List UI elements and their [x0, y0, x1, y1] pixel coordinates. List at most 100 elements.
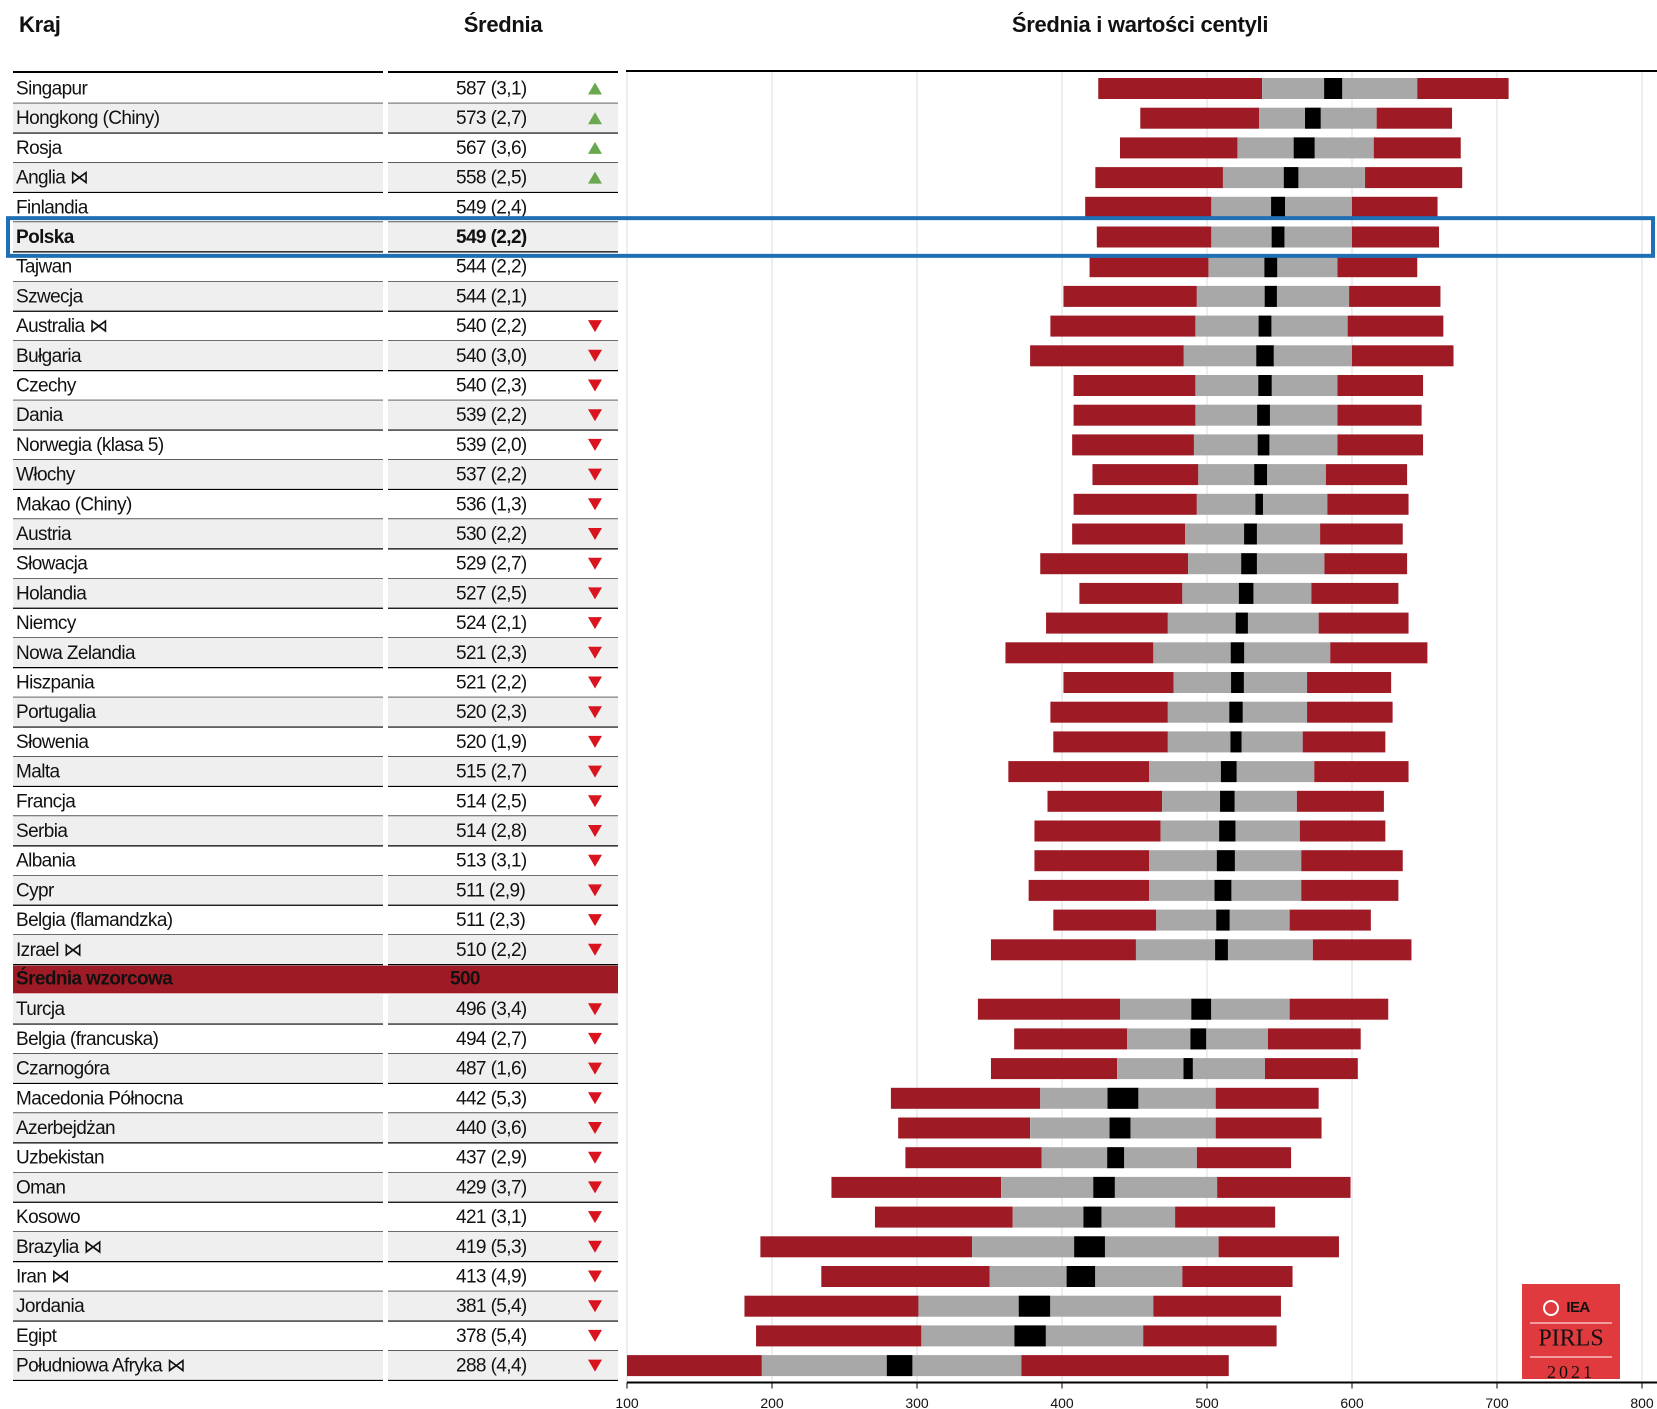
trend-down	[588, 1003, 602, 1016]
mean-label: 496 (3,4)	[456, 999, 527, 1020]
row-bg	[388, 400, 618, 431]
trend-down	[588, 914, 602, 927]
trend-up	[588, 141, 602, 154]
mean-ci	[1107, 1147, 1125, 1169]
tail-high	[1337, 434, 1424, 456]
country-name: Malta	[16, 762, 60, 783]
country-name: Uzbekistan	[16, 1148, 104, 1169]
mean-label: 437 (2,9)	[456, 1148, 527, 1169]
tail-low	[1050, 315, 1196, 337]
mean-ci	[1216, 850, 1235, 872]
row-bg	[13, 162, 383, 193]
row-bg	[388, 1231, 618, 1262]
mean-label: 573 (2,7)	[456, 108, 527, 129]
row-bg	[388, 1291, 618, 1322]
tail-high	[1320, 523, 1403, 545]
trend-down	[588, 884, 602, 897]
tail-high	[1196, 1147, 1292, 1169]
tail-low	[1098, 78, 1263, 99]
trend-down	[588, 943, 602, 956]
mean-ci	[1220, 790, 1235, 812]
tail-high	[1153, 1295, 1281, 1317]
country-name: Rosja	[16, 138, 63, 159]
mean-label: 521 (2,2)	[456, 673, 527, 694]
tail-high	[1143, 1325, 1277, 1347]
trend-down	[588, 1032, 602, 1045]
trend-down	[588, 379, 602, 392]
tail-low	[1040, 553, 1189, 575]
tail-high	[1307, 672, 1392, 693]
country-name: Izrael ⋈	[16, 940, 82, 961]
trend-down	[588, 320, 602, 333]
mean-ci	[1271, 196, 1286, 218]
row-bg	[388, 459, 618, 490]
mean-ci	[1183, 1058, 1193, 1080]
tail-high	[1349, 285, 1441, 307]
mean-label: 440 (3,6)	[456, 1118, 527, 1139]
mean-label: 587 (3,1)	[456, 79, 527, 100]
row-bg	[13, 578, 383, 609]
row-bg	[388, 697, 618, 728]
country-name: Turcja	[16, 999, 66, 1020]
country-name: Hiszpania	[16, 673, 95, 694]
trend-down	[588, 735, 602, 748]
row-bg	[13, 1350, 383, 1381]
country-name: Słowenia	[16, 732, 89, 753]
mean-label: 567 (3,6)	[456, 138, 527, 159]
country-name: Singapur	[16, 79, 89, 100]
mean-ci	[1257, 434, 1270, 456]
country-name: Azerbejdżan	[16, 1118, 115, 1139]
row-bg	[388, 578, 618, 609]
mean-label: 524 (2,1)	[456, 613, 527, 634]
x-tick-label: 200	[760, 1395, 784, 1409]
mean-label: 529 (2,7)	[456, 554, 527, 575]
tail-low	[1014, 1028, 1128, 1050]
tail-high	[1217, 1176, 1351, 1198]
country-name: Francja	[16, 791, 76, 812]
tail-low	[627, 1355, 762, 1377]
trend-down	[588, 1092, 602, 1105]
mean-label: 500	[450, 969, 480, 990]
mean-label: 514 (2,8)	[456, 821, 527, 842]
country-name: Kosowo	[16, 1207, 80, 1228]
mean-label: 544 (2,2)	[456, 257, 527, 278]
mean-ci	[1305, 107, 1321, 129]
tail-high	[1352, 345, 1454, 367]
country-name: Hongkong (Chiny)	[16, 108, 160, 129]
mean-ci	[1083, 1206, 1102, 1228]
tail-high	[1352, 196, 1438, 218]
country-name: Słowacja	[16, 554, 88, 575]
row-bg	[13, 816, 383, 846]
trend-down	[588, 1270, 602, 1283]
row-bg	[388, 519, 618, 549]
middle-range	[1195, 315, 1348, 337]
tail-low	[990, 939, 1136, 961]
mean-label: 429 (3,7)	[456, 1177, 527, 1198]
mean-ci	[1235, 612, 1248, 634]
country-name: Macedonia Północna	[16, 1088, 184, 1109]
row-bg	[13, 1053, 383, 1084]
tail-low	[1028, 879, 1149, 901]
row-bg	[13, 400, 383, 431]
tail-low	[1092, 464, 1199, 486]
country-name: Iran ⋈	[16, 1267, 69, 1288]
mean-ci	[1238, 582, 1254, 604]
country-name: Dania	[16, 405, 64, 426]
row-bg	[13, 1172, 383, 1203]
mean-ci	[1255, 493, 1263, 515]
row-bg	[13, 1291, 383, 1322]
tail-low	[1050, 701, 1168, 723]
tail-low	[1073, 493, 1197, 515]
tail-high	[1267, 1028, 1361, 1050]
tail-high	[1301, 879, 1399, 901]
tail-low	[744, 1295, 919, 1317]
mean-label: 521 (2,3)	[456, 643, 527, 664]
mean-label: 381 (5,4)	[456, 1296, 527, 1317]
country-name: Makao (Chiny)	[16, 494, 132, 515]
mean-ci	[1107, 1087, 1139, 1109]
tail-low	[1140, 107, 1260, 129]
tail-low	[890, 1087, 1041, 1109]
tail-high	[1314, 761, 1409, 783]
trend-down	[588, 409, 602, 422]
trend-down	[588, 1359, 602, 1372]
